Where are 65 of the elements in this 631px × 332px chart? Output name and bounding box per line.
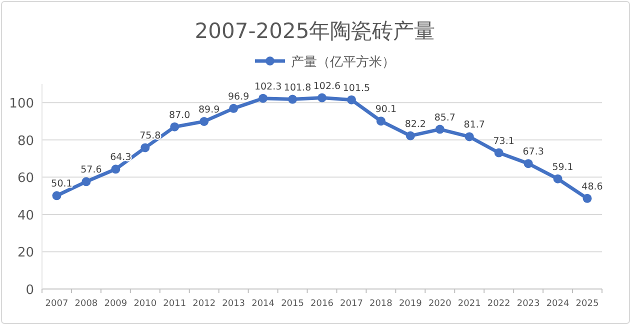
- data-label: 64.3: [110, 152, 132, 164]
- point: [140, 143, 150, 152]
- data-label: 96.9: [228, 91, 250, 102]
- point: [435, 124, 444, 134]
- y-tick-label: 0: [26, 283, 34, 298]
- x-tick-label: 2010: [134, 299, 157, 309]
- data-label: 101.8: [284, 82, 312, 94]
- x-tick-label: 2009: [104, 299, 128, 309]
- y-tick-label: 80: [17, 134, 34, 149]
- data-label: 57.6: [80, 164, 102, 176]
- chart-title: 2007-2025年陶瓷砖产量: [194, 19, 436, 43]
- data-label: 59.1: [552, 162, 574, 173]
- point: [553, 174, 562, 184]
- x-tick-label: 2019: [398, 299, 422, 309]
- data-label: 87.0: [169, 110, 190, 121]
- x-tick-label: 2024: [546, 299, 570, 309]
- x-tick-label: 2016: [310, 299, 334, 309]
- point: [200, 116, 209, 126]
- y-tick-label: 40: [17, 208, 34, 224]
- x-tick-label: 2021: [458, 299, 481, 309]
- point: [464, 132, 474, 142]
- point: [376, 116, 386, 126]
- x-tick-label: 2013: [222, 299, 246, 309]
- x-tick-label: 2014: [252, 299, 275, 309]
- point: [111, 164, 120, 174]
- y-tick-label: 100: [9, 96, 34, 112]
- x-tick-label: 2025: [576, 299, 599, 309]
- data-label: 67.3: [522, 146, 544, 158]
- point: [229, 104, 238, 113]
- x-tick-label: 2020: [428, 299, 452, 309]
- x-tick-label: 2017: [340, 299, 363, 309]
- x-tick-label: 2015: [281, 299, 304, 309]
- point: [346, 95, 356, 104]
- x-tick-label: 2018: [369, 299, 393, 309]
- data-label: 48.6: [582, 181, 603, 192]
- point: [288, 94, 298, 104]
- point: [524, 159, 533, 168]
- data-label: 73.1: [493, 136, 514, 147]
- y-tick-label: 60: [17, 171, 34, 186]
- point: [582, 194, 592, 203]
- data-label: 101.5: [342, 82, 370, 94]
- x-tick-label: 2012: [192, 299, 216, 309]
- data-label: 75.8: [140, 130, 161, 142]
- point: [406, 131, 415, 140]
- x-tick-label: 2007: [45, 299, 68, 309]
- data-label: 50.1: [51, 178, 72, 190]
- point: [170, 122, 180, 132]
- point: [494, 148, 504, 158]
- x-tick-label: 2023: [516, 299, 540, 309]
- legend-label: 产量（亿平方米）: [291, 54, 395, 70]
- data-label: 85.7: [434, 112, 456, 124]
- y-tick-label: 20: [17, 246, 34, 261]
- data-label: 102.6: [313, 80, 341, 92]
- data-label: 102.3: [254, 81, 282, 92]
- x-tick-label: 2011: [163, 299, 186, 309]
- x-tick-label: 2022: [487, 299, 510, 309]
- data-label: 90.1: [375, 104, 397, 116]
- data-label: 89.9: [198, 104, 220, 116]
- data-label: 81.7: [464, 120, 485, 131]
- x-tick-label: 2008: [74, 299, 98, 309]
- point: [52, 191, 62, 200]
- point: [318, 93, 326, 102]
- data-label: 82.2: [404, 118, 426, 130]
- point: [82, 177, 91, 186]
- point: [258, 94, 268, 103]
